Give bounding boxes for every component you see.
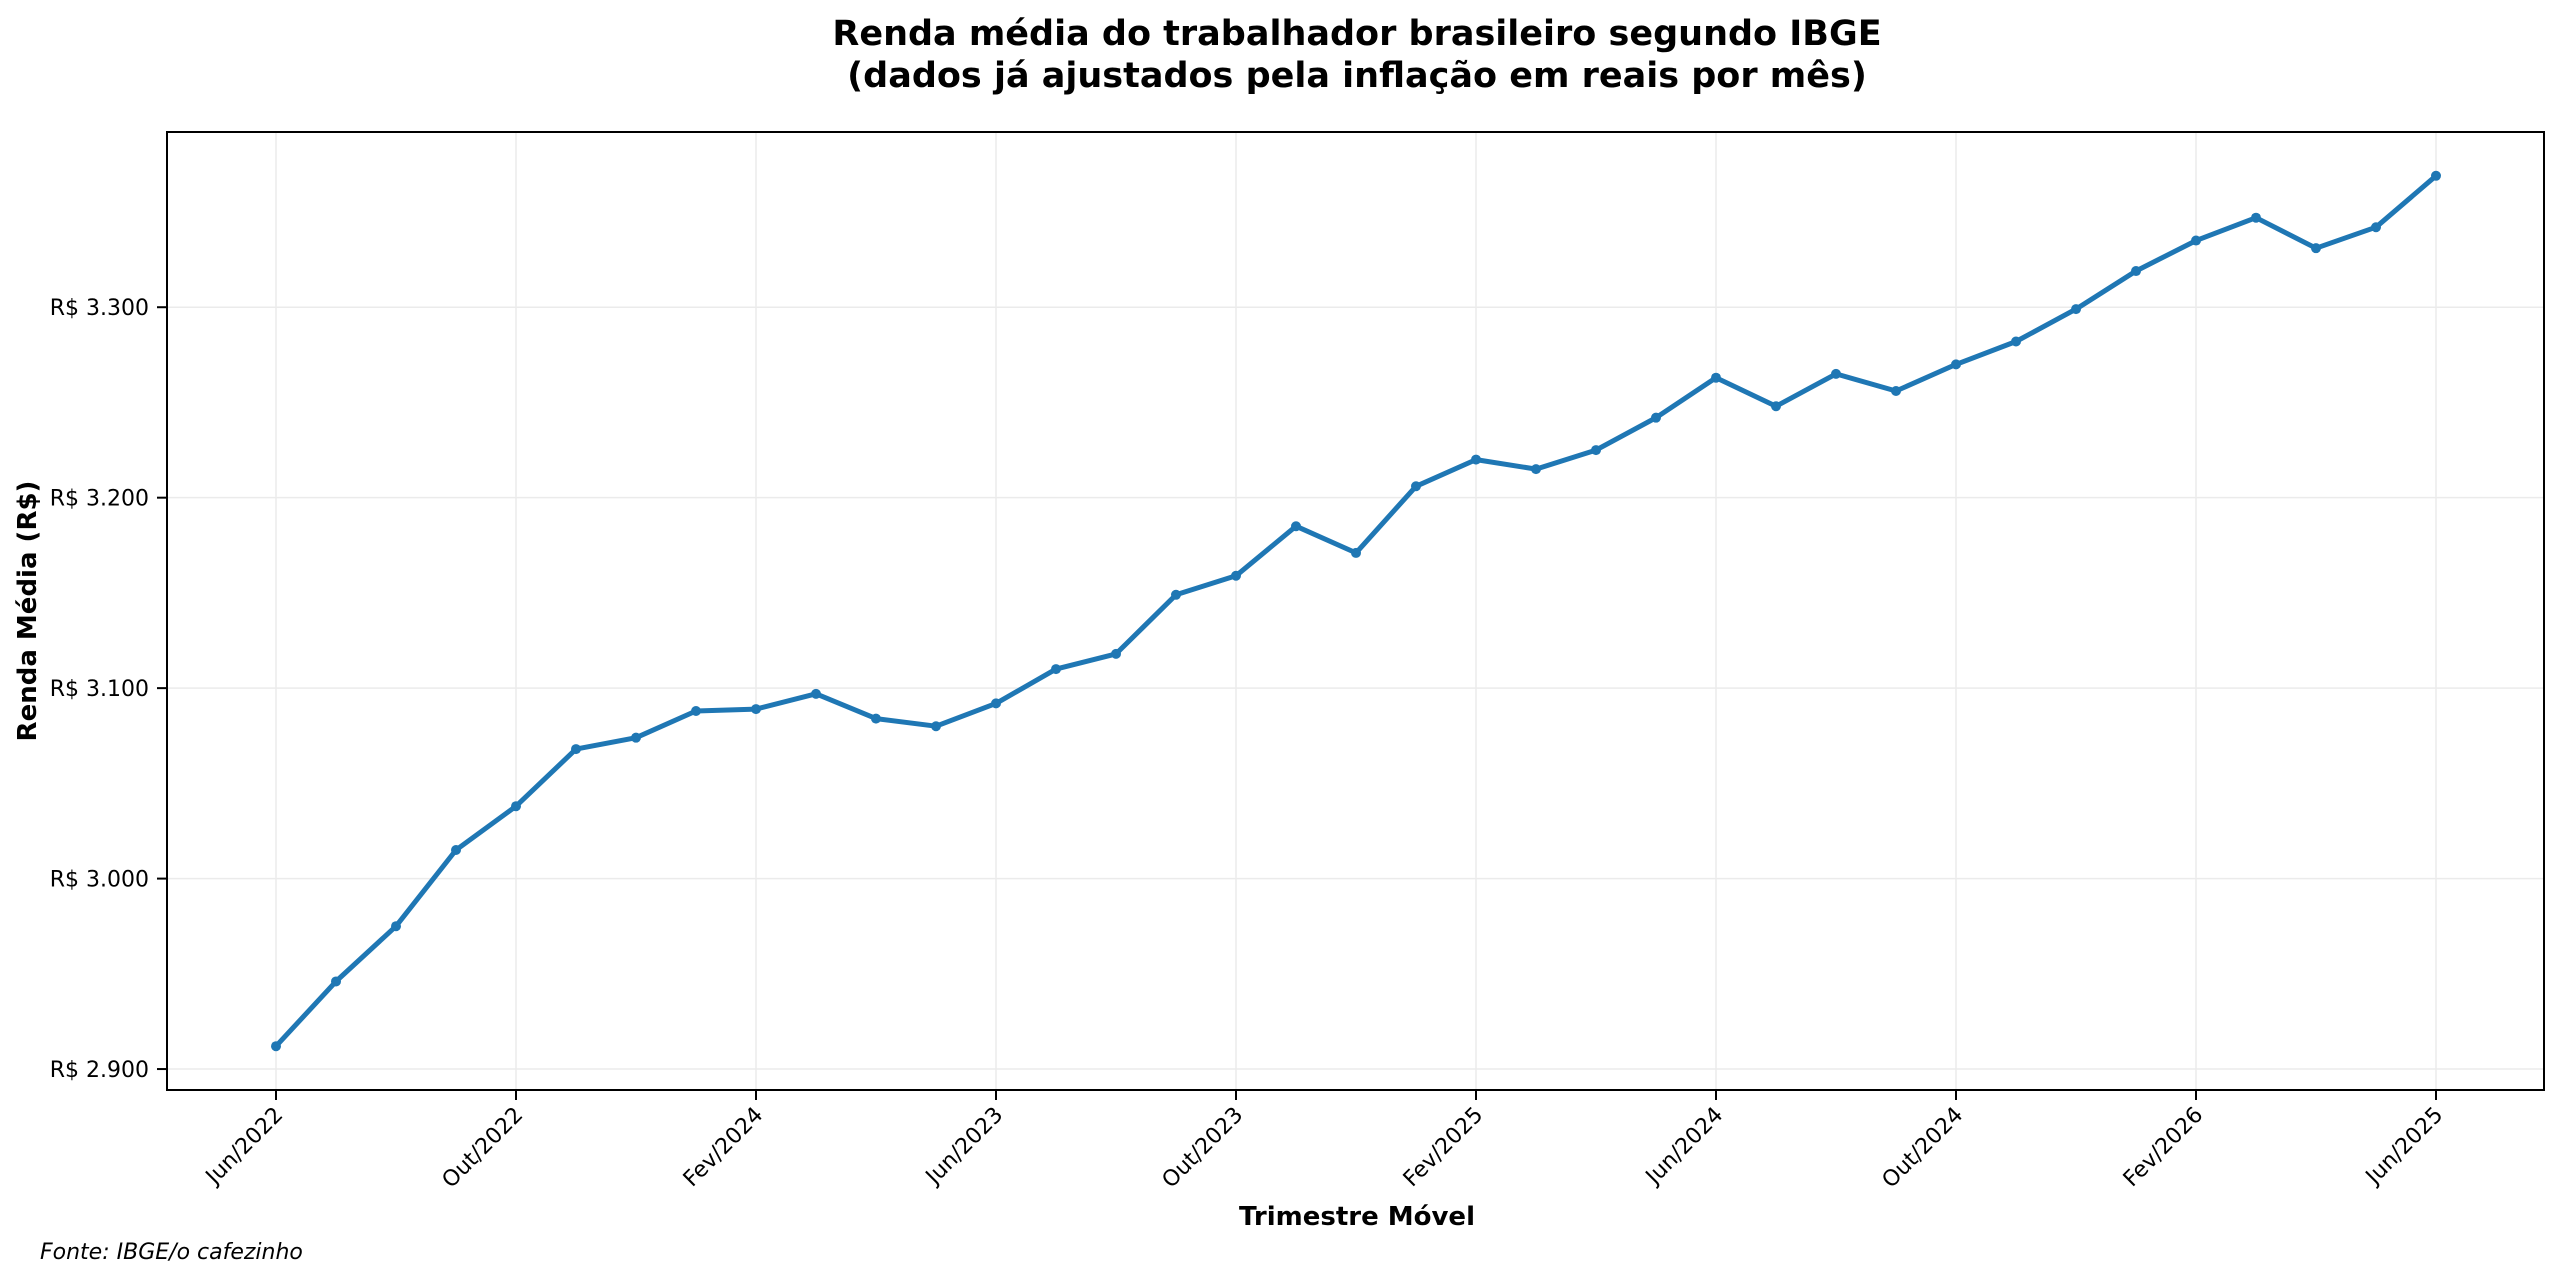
- data-point: [571, 744, 581, 755]
- data-point: [751, 704, 761, 715]
- data-point: [2251, 212, 2261, 223]
- data-point: [1951, 359, 1961, 370]
- x-tick-label: Out/2024: [1878, 1103, 1969, 1194]
- data-point: [2371, 222, 2381, 233]
- data-point: [1891, 386, 1901, 397]
- data-point: [1111, 648, 1121, 659]
- plot-frame: [166, 131, 2545, 1091]
- data-point: [1651, 412, 1661, 423]
- x-tick-label: Jun/2023: [920, 1103, 1008, 1191]
- chart-subtitle: (dados já ajustados pela inflação em rea…: [847, 56, 1867, 96]
- x-tick-label: Out/2022: [438, 1103, 529, 1194]
- y-axis-label: Renda Média (R$): [13, 481, 43, 742]
- y-axis: R$ 2.900 R$ 3.000 R$ 3.100 R$ 3.200 R$ 3.300: [50, 296, 167, 1083]
- x-tick-label: Out/2023: [1158, 1103, 1249, 1194]
- data-point: [1531, 464, 1541, 475]
- chart-title: Renda média do trabalhador brasileiro se…: [832, 14, 1881, 54]
- data-point: [2071, 304, 2081, 315]
- y-tick-label: R$ 3.100: [50, 677, 149, 702]
- data-point: [511, 801, 521, 812]
- x-tick-label: Fev/2025: [1399, 1103, 1488, 1192]
- data-point: [1051, 664, 1061, 675]
- x-axis: Jun/2022 Out/2022 Fev/2024 Jun/2023 Out/2023…: [200, 1090, 2448, 1193]
- y-tick-label: R$ 3.300: [50, 296, 149, 321]
- data-point: [2431, 170, 2441, 181]
- x-tick-label: Fev/2024: [679, 1103, 768, 1192]
- data-point: [1231, 570, 1241, 581]
- x-axis-label: Trimestre Móvel: [1239, 1202, 1475, 1232]
- data-point: [871, 713, 881, 724]
- data-point: [2191, 235, 2201, 246]
- data-point: [331, 976, 341, 987]
- source-note: Fonte: IBGE/o cafezinho: [40, 1240, 303, 1265]
- data-point: [1291, 521, 1301, 532]
- data-point: [1411, 481, 1421, 492]
- data-point: [391, 921, 401, 932]
- data-point: [691, 705, 701, 716]
- data-point: [811, 688, 821, 699]
- data-point: [2311, 243, 2321, 254]
- data-point: [1591, 445, 1601, 456]
- data-point: [1171, 589, 1181, 600]
- data-point: [271, 1041, 281, 1052]
- data-point: [451, 845, 461, 856]
- data-point: [931, 721, 941, 732]
- grid-lines: [167, 132, 2544, 1090]
- data-point: [1711, 372, 1721, 383]
- y-tick-label: R$ 3.200: [50, 487, 149, 512]
- x-tick-label: Jun/2024: [1640, 1103, 1728, 1191]
- data-point: [2011, 336, 2021, 347]
- data-point: [1351, 547, 1361, 558]
- data-point: [2131, 266, 2141, 277]
- x-tick-label: Fev/2026: [2119, 1103, 2208, 1192]
- data-point: [1771, 401, 1781, 412]
- y-tick-label: R$ 3.000: [50, 868, 149, 893]
- data-point: [1471, 454, 1481, 465]
- data-series: [271, 170, 2441, 1052]
- data-point: [631, 732, 641, 743]
- series-line: [273, 173, 2439, 1049]
- data-point: [1831, 368, 1841, 379]
- y-tick-label: R$ 2.900: [50, 1058, 149, 1083]
- x-tick-label: Jun/2025: [2360, 1103, 2448, 1191]
- data-point: [991, 698, 1001, 709]
- x-tick-label: Jun/2022: [200, 1103, 288, 1191]
